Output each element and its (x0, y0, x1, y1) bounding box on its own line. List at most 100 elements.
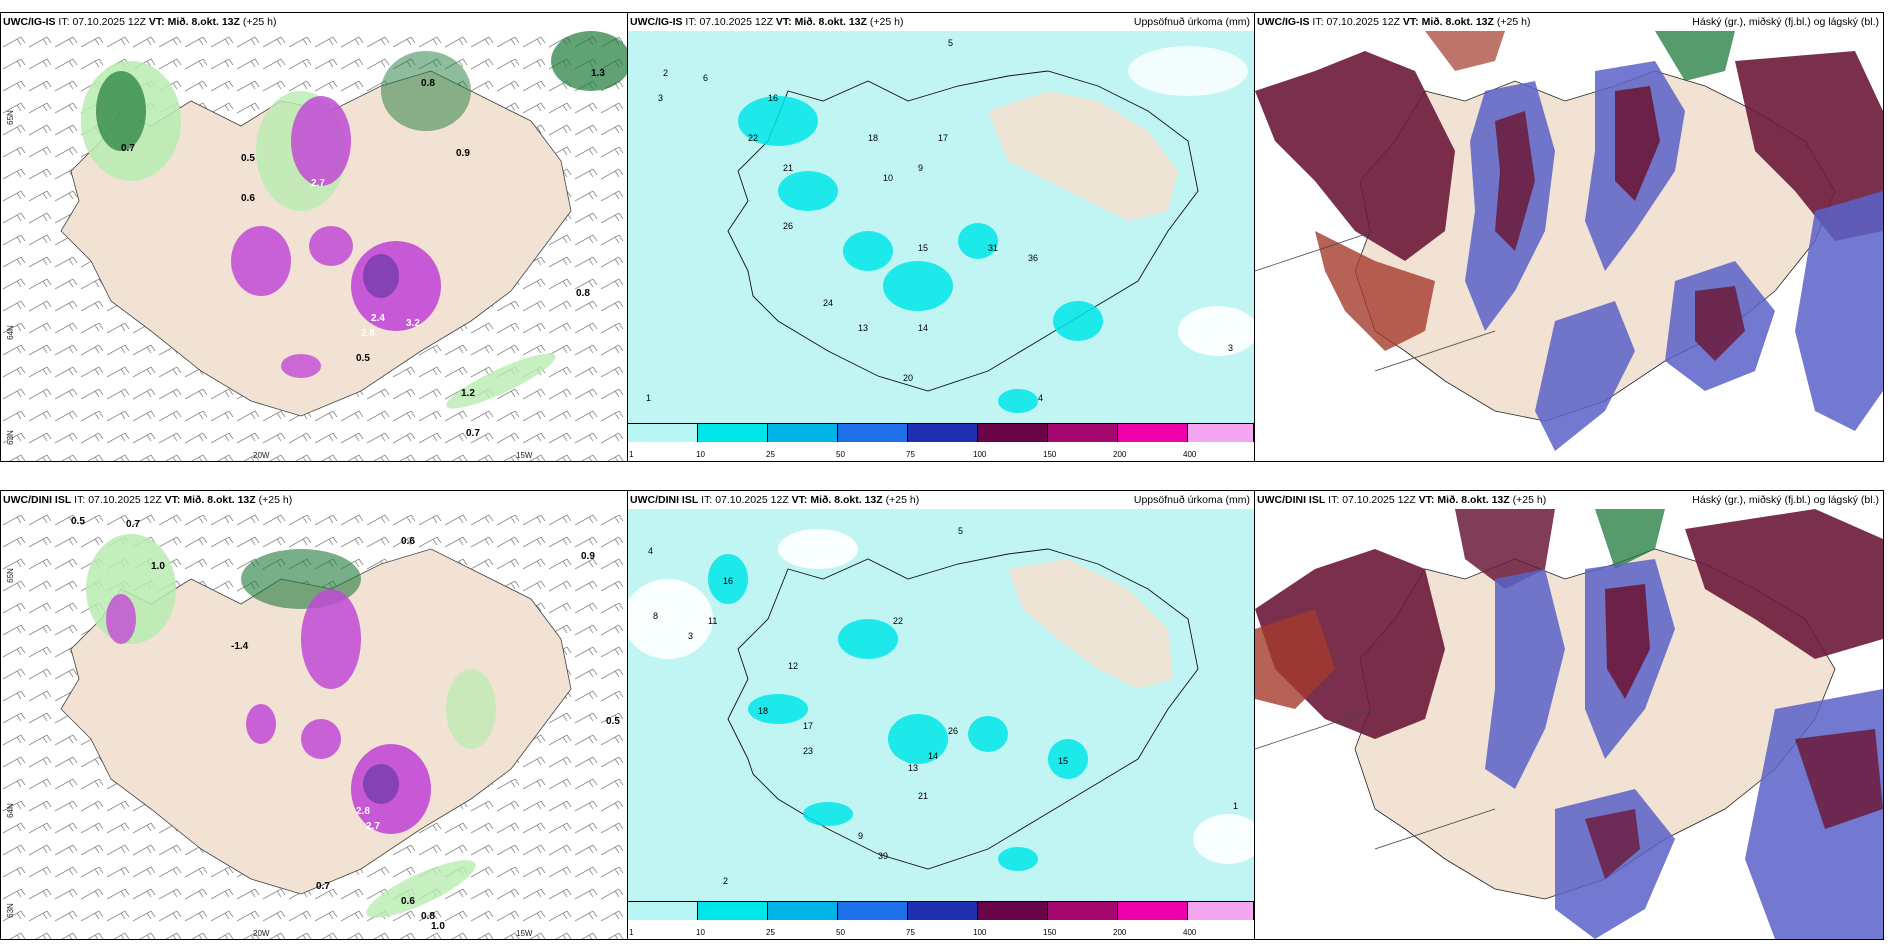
value-label: 8 (653, 611, 658, 621)
lat-label: 64N (5, 325, 15, 340)
value-label: 2 (663, 68, 668, 78)
colorbar-label: 50 (836, 450, 845, 459)
colorbar-swatch (628, 902, 698, 920)
lat-label: 63N (5, 430, 15, 445)
value-label: 6 (703, 73, 708, 83)
value-label: 15 (918, 243, 928, 253)
value-label: 0.6 (241, 193, 255, 204)
map-accumulated-precip: 4 3 8 16 22 12 18 17 23 21 14 13 26 39 1… (628, 509, 1254, 901)
colorbar-swatch (838, 902, 908, 920)
value-label: 0.8 (421, 911, 435, 922)
value-label: 10 (883, 173, 893, 183)
colorbar-label: 400 (1183, 928, 1197, 937)
colorbar-label: 100 (973, 450, 987, 459)
value-label: 0.7 (316, 881, 330, 892)
it-label: IT: (1328, 494, 1340, 506)
value-label: 5 (958, 526, 963, 536)
lead-time: (+25 h) (1512, 494, 1547, 506)
it-label: IT: (58, 16, 70, 28)
map-wind-precip: 0.7 0.5 0.8 0.9 0.6 1.3 2.7 3.2 2.8 2.4 … (1, 31, 627, 461)
panel-bottom-right: UWC/DINI ISL IT: 07.10.2025 12Z VT: Mið.… (1254, 490, 1884, 940)
colorbar-label: 25 (766, 928, 775, 937)
value-label: 14 (918, 323, 928, 333)
value-label: 16 (768, 93, 778, 103)
colorbar-label: 10 (696, 450, 705, 459)
colorbar-label: 1 (629, 450, 634, 459)
value-label: 0.9 (581, 551, 595, 562)
lon-label: 20W (253, 451, 270, 460)
value-label: 17 (803, 721, 813, 731)
value-label: 4 (648, 546, 653, 556)
value-label: 16 (723, 576, 733, 586)
it-label: IT: (1312, 16, 1324, 28)
it-value: 07.10.2025 12Z (715, 494, 789, 506)
colorbar-label: 25 (766, 450, 775, 459)
it-label: IT: (74, 494, 86, 506)
it-value: 07.10.2025 12Z (699, 16, 773, 28)
it-label: IT: (701, 494, 713, 506)
panel-title: Háský (gr.), miðský (fj.bl.) og lágský (… (1692, 16, 1879, 28)
value-label: 0.5 (71, 516, 85, 527)
value-label: 26 (948, 726, 958, 736)
model-name: UWC/DINI ISL (630, 494, 699, 506)
colorbar-label: 400 (1183, 450, 1197, 459)
value-label: 18 (758, 706, 768, 716)
value-label: 3 (1228, 343, 1233, 353)
vt-label: VT: (791, 494, 808, 506)
panel-header: UWC/IG-IS IT: 07.10.2025 12Z VT: Mið. 8.… (630, 16, 903, 28)
lead-time: (+25 h) (258, 494, 293, 506)
value-label: 2.8 (361, 328, 375, 339)
value-label: 21 (918, 791, 928, 801)
value-label: 0.8 (576, 288, 590, 299)
value-label: 23 (803, 746, 813, 756)
it-value: 07.10.2025 12Z (1342, 494, 1416, 506)
panel-header: UWC/DINI ISL IT: 07.10.2025 12Z VT: Mið.… (3, 494, 292, 506)
colorbar-swatch (908, 902, 978, 920)
model-name: UWC/IG-IS (3, 16, 56, 28)
panel-bottom-left: UWC/DINI ISL IT: 07.10.2025 12Z VT: Mið.… (0, 490, 628, 940)
value-label: 12 (788, 661, 798, 671)
it-label: IT: (685, 16, 697, 28)
value-label: 2 (723, 876, 728, 886)
value-label: 24 (823, 298, 833, 308)
lon-label: 20W (253, 929, 270, 938)
value-label: 3 (658, 93, 663, 103)
vt-label: VT: (164, 494, 181, 506)
colorbar-label: 75 (906, 450, 915, 459)
lon-label: 15W (516, 451, 533, 460)
value-label: 31 (988, 243, 998, 253)
value-label: 13 (908, 763, 918, 773)
value-label: 15 (1058, 756, 1068, 766)
colorbar-swatch (1048, 902, 1118, 920)
value-label: 5 (948, 38, 953, 48)
it-value: 07.10.2025 12Z (88, 494, 162, 506)
value-label: 1.0 (151, 561, 165, 572)
colorbar-swatch (1118, 424, 1188, 442)
lead-time: (+25 h) (1496, 16, 1531, 28)
value-label: 0.6 (401, 536, 415, 547)
value-label: 0.9 (456, 148, 470, 159)
it-value: 07.10.2025 12Z (72, 16, 146, 28)
map-accumulated-precip: 3 2 6 16 22 21 26 18 15 10 9 24 20 5 4 1… (628, 31, 1254, 423)
value-label: 0.7 (466, 428, 480, 439)
value-label: 1 (646, 393, 651, 403)
map-cloud-cover (1255, 31, 1883, 461)
colorbar-swatch (1118, 902, 1188, 920)
value-label: 2.7 (366, 821, 380, 832)
colorbar-label: 200 (1113, 450, 1127, 459)
colorbar-label: 1 (629, 928, 634, 937)
value-label: 2.7 (311, 178, 325, 189)
lead-time: (+25 h) (242, 16, 277, 28)
lead-time: (+25 h) (869, 16, 904, 28)
value-label: 11 (708, 616, 717, 626)
value-label: 21 (783, 163, 793, 173)
vt-label: VT: (1418, 494, 1435, 506)
vt-value: Mið. 8.okt. 13Z (167, 16, 240, 28)
vt-value: Mið. 8.okt. 13Z (1437, 494, 1510, 506)
value-label: 20 (903, 373, 913, 383)
panel-bottom-middle: UWC/DINI ISL IT: 07.10.2025 12Z VT: Mið.… (627, 490, 1255, 940)
vt-label: VT: (1402, 16, 1419, 28)
value-label: 39 (878, 851, 888, 861)
value-label: 0.7 (121, 143, 135, 154)
lat-label: 64N (5, 803, 15, 818)
